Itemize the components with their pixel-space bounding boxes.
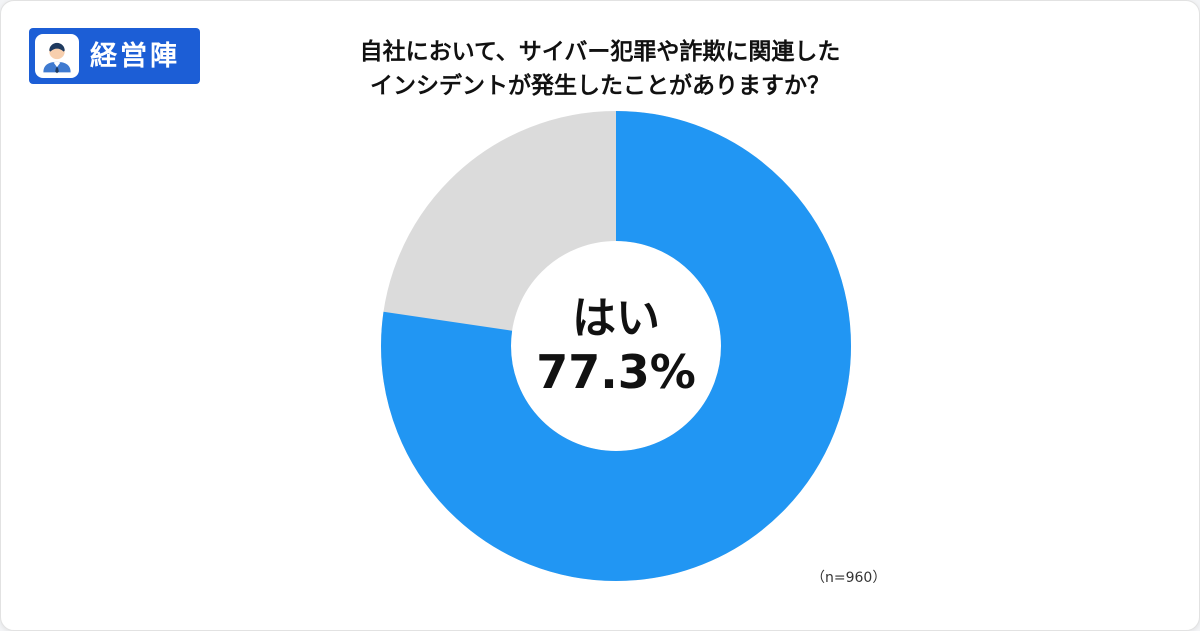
donut-svg bbox=[381, 111, 851, 581]
badge-icon-box bbox=[35, 34, 79, 78]
chart-title: 自社において、サイバー犯罪や詐欺に関連した インシデントが発生したことがあります… bbox=[1, 35, 1199, 103]
donut-slice-yes bbox=[381, 111, 851, 581]
chart-title-line2: インシデントが発生したことがありますか？ bbox=[370, 73, 830, 99]
audience-badge: 経営陣 bbox=[29, 28, 200, 84]
donut-chart: はい 77.3% bbox=[376, 106, 856, 586]
chart-title-line1: 自社において、サイバー犯罪や詐欺に関連した bbox=[359, 39, 841, 65]
audience-badge-label: 経営陣 bbox=[90, 40, 180, 72]
sample-size-note: （n=960） bbox=[811, 570, 887, 586]
businessman-icon bbox=[43, 42, 71, 74]
